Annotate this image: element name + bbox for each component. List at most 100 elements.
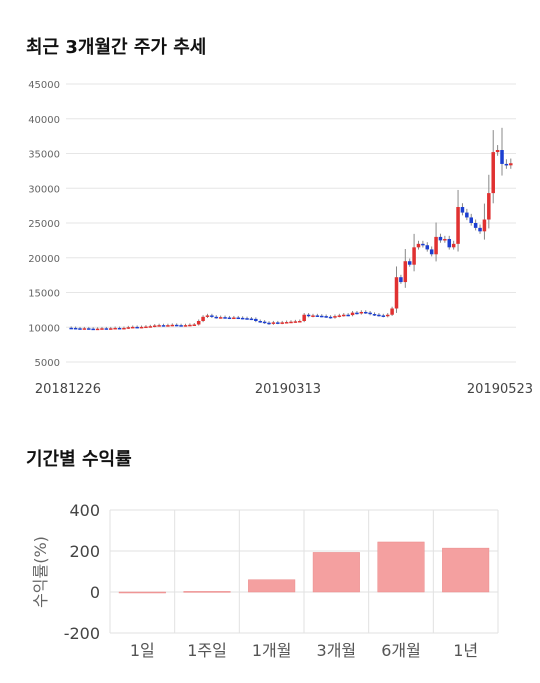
- y-tick-label: 200: [69, 542, 100, 561]
- x-tick-label: 20190313: [255, 382, 321, 397]
- candle-body: [152, 325, 157, 328]
- candle-body: [174, 324, 179, 327]
- price-trend-title: 최근 3개월간 주가 추세: [26, 37, 207, 58]
- candle-body: [179, 325, 183, 327]
- candle-body: [104, 328, 109, 330]
- candle-body: [315, 315, 320, 317]
- candle-body: [245, 318, 249, 320]
- candle-body: [320, 315, 324, 318]
- candle-body: [205, 315, 210, 317]
- candle-body: [109, 328, 113, 330]
- candle-body: [495, 150, 500, 153]
- candle-body: [443, 238, 447, 241]
- x-tick-label: 1일: [130, 641, 155, 660]
- candle-body: [201, 316, 205, 321]
- bar: [248, 579, 296, 593]
- candle-body: [478, 227, 482, 232]
- candle-body: [218, 317, 223, 319]
- candle-body: [429, 249, 434, 255]
- y-tick-label: 15000: [28, 289, 60, 300]
- candle-body: [346, 314, 350, 317]
- candle-body: [236, 317, 241, 320]
- bar: [442, 547, 490, 593]
- x-tick-label: 1주일: [187, 641, 227, 660]
- y-tick-label: 20000: [28, 254, 60, 265]
- candle-body: [192, 324, 197, 326]
- candle-body: [500, 150, 504, 164]
- bar: [377, 541, 425, 593]
- candle-body: [78, 328, 82, 330]
- candle-body: [403, 261, 408, 283]
- candle-body: [157, 325, 161, 327]
- candle-body: [324, 316, 328, 318]
- candle-body: [363, 311, 368, 314]
- candle-body: [214, 316, 219, 319]
- candle-body: [412, 247, 416, 265]
- candle-body: [289, 321, 293, 324]
- x-tick-label: 3개월: [317, 641, 357, 660]
- candle-body: [284, 322, 289, 324]
- candle-body: [122, 327, 126, 330]
- y-tick-label: 5000: [35, 358, 60, 369]
- candle-body: [390, 308, 394, 315]
- bar: [118, 591, 166, 594]
- candle-body: [460, 207, 465, 213]
- candle-body: [355, 312, 359, 315]
- candle-body: [368, 312, 372, 315]
- candle-body: [135, 326, 139, 329]
- candle-body: [465, 212, 469, 218]
- candle-body: [126, 327, 131, 329]
- candle-body: [469, 217, 473, 223]
- candle-body: [407, 261, 412, 265]
- candle-body: [421, 243, 425, 246]
- candle-body: [69, 327, 73, 330]
- x-tick-label: 1개월: [252, 641, 292, 660]
- candle-body: [95, 328, 100, 331]
- candle-body: [161, 325, 166, 327]
- candle-body: [280, 322, 284, 324]
- candle-body: [434, 236, 438, 255]
- y-axis-label: 수익률(%): [31, 536, 50, 608]
- candle-body: [232, 317, 236, 320]
- candle-body: [337, 315, 342, 317]
- x-tick-label: 1년: [453, 641, 478, 660]
- candle-body: [166, 325, 170, 327]
- candle-body: [87, 328, 91, 330]
- candle-body: [377, 314, 381, 317]
- candle-body: [298, 320, 302, 323]
- candle-body: [170, 324, 175, 327]
- candle-body: [258, 320, 262, 323]
- candle-body: [113, 327, 117, 330]
- candle-body: [416, 243, 421, 248]
- candle-body: [311, 315, 315, 317]
- candle-body: [254, 318, 258, 321]
- candle-body: [262, 321, 267, 324]
- candle-body: [451, 243, 456, 248]
- price-candlestick-chart: 5000 10000 15000 20000 25000 30000 35000 40000 4…: [28, 80, 533, 397]
- return-by-period-title: 기간별 수익률: [26, 449, 132, 470]
- candle-body: [130, 326, 135, 329]
- bar: [312, 552, 360, 593]
- candle-body: [438, 236, 443, 241]
- candle-body: [82, 328, 87, 330]
- candle-body: [271, 322, 276, 324]
- candle-body: [350, 312, 355, 316]
- candle-body: [148, 326, 153, 328]
- candle-body: [509, 163, 513, 166]
- candle-body: [504, 163, 509, 166]
- y-tick-label: 0: [90, 583, 100, 602]
- candle-body: [196, 320, 201, 325]
- candle-body: [73, 327, 78, 330]
- x-tick-label: 20181226: [35, 382, 101, 397]
- bar: [183, 591, 231, 593]
- candle-body: [425, 245, 430, 250]
- candle-body: [482, 219, 487, 232]
- y-tick-label: 10000: [28, 323, 60, 334]
- candle-body: [188, 324, 192, 327]
- candle-body: [293, 321, 298, 323]
- candle-body: [359, 311, 364, 314]
- candle-body: [240, 317, 245, 320]
- candle-body: [249, 318, 254, 321]
- y-tick-label: 25000: [28, 219, 60, 230]
